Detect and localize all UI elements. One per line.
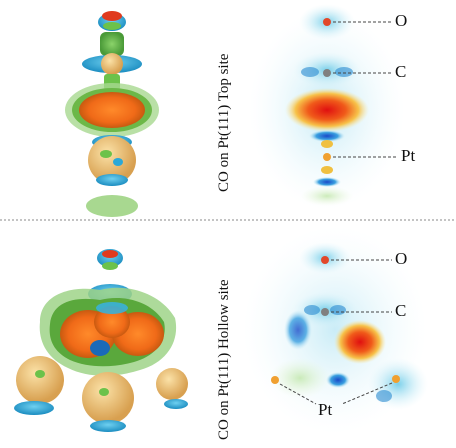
hollow-map-left-green [270,358,330,398]
hollow-iso-blue-center [90,340,110,356]
top-label-pt: Pt [401,146,416,165]
hollow-iso-orange-center [94,306,130,338]
hollow-iso-pt-mid-green [99,388,109,396]
hollow-site-label: CO on Pt(111) Hollow site [216,279,232,440]
hollow-label-pt: Pt [318,400,333,419]
top-map-blue-low [313,177,341,187]
top-map-blue-band [309,130,345,142]
top-iso-o-red [102,11,122,21]
hollow-iso-pt-left-cyan [14,401,54,415]
hollow-density-map [243,226,428,434]
hollow-map-right-blue [376,390,392,402]
top-atom-c [323,69,331,77]
top-map-c-blue [301,67,319,77]
top-iso-pt-sphere [88,136,136,184]
hollow-map-main-red [334,320,386,364]
hollow-isosurface [14,249,188,432]
top-map-main-red [285,88,369,132]
top-iso-pt-green [100,150,112,158]
hollow-iso-o-green [102,262,118,270]
hollow-map-left-blue [284,310,312,350]
top-map-green-low [301,186,353,206]
hollow-map-c-blue2 [330,305,346,315]
hollow-iso-o-red [102,250,118,258]
top-iso-o-green [103,22,121,30]
top-map-c-blue2 [335,67,353,77]
hollow-leader-pt-right [341,382,393,405]
top-atom-o [323,18,331,26]
top-label-c: C [395,62,407,81]
top-iso-pt-cyan [113,158,123,166]
hollow-iso-pt-right [156,368,188,400]
top-site-label: CO on Pt(111) Top site [216,53,232,192]
hollow-iso-pt-mid [82,372,134,424]
hollow-label-o: O [395,249,408,268]
hollow-map-lower-blue [326,372,350,388]
top-density-map [249,4,405,210]
top-iso-pt-cyan-bottom [96,174,128,186]
hollow-iso-pt-mid-cyan [90,420,126,432]
top-iso-c-gold [101,53,123,75]
top-iso-bottom-green [86,195,138,217]
hollow-iso-pt-left [16,356,64,404]
hollow-atom-pt-right [392,375,400,383]
hollow-iso-cyan-top [96,302,128,314]
hollow-atom-o [321,256,329,264]
top-iso-main-orange [79,92,145,128]
hollow-map-c-blue [304,305,320,315]
hollow-iso-pt-left-green [35,370,45,378]
top-iso-bond-green [100,32,124,56]
top-label-o: O [395,11,408,30]
hollow-atom-c [321,308,329,316]
top-isosurface [65,11,159,217]
top-map-yellow-1 [321,140,333,148]
hollow-leader-pt-left [279,383,317,405]
top-atom-pt [323,153,331,161]
hollow-map-right-cyan [368,358,428,410]
hollow-atom-pt-left [271,376,279,384]
top-map-yellow-2 [321,166,333,174]
hollow-label-c: C [395,301,407,320]
hollow-iso-pt-right-cyan [164,399,188,409]
